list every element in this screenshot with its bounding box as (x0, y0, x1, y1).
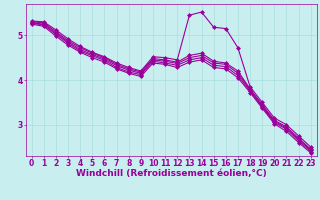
X-axis label: Windchill (Refroidissement éolien,°C): Windchill (Refroidissement éolien,°C) (76, 169, 267, 178)
